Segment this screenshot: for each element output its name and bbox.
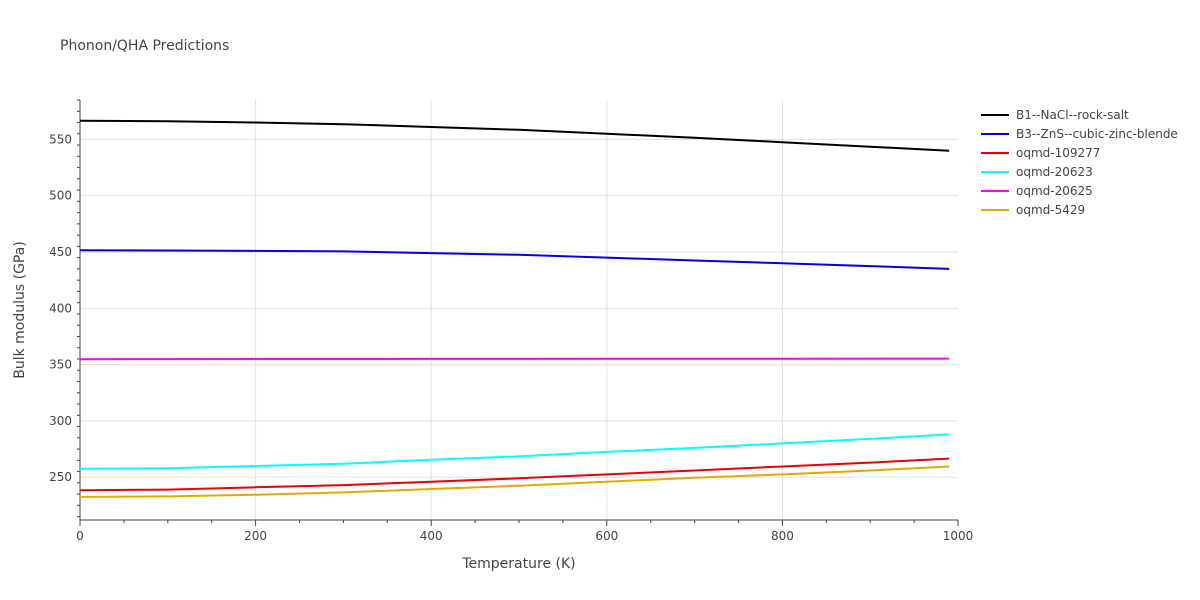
x-tick-label: 800 — [771, 529, 794, 543]
y-axis-title: Bulk modulus (GPa) — [12, 241, 28, 379]
series-line — [79, 119, 950, 152]
legend-label: oqmd-20623 — [1016, 165, 1093, 179]
y-tick-label: 350 — [49, 358, 72, 372]
x-tick-label: 400 — [420, 529, 443, 543]
y-tick-label: 250 — [49, 470, 72, 484]
legend-label: B1--NaCl--rock-salt — [1016, 108, 1129, 122]
x-axis-title: Temperature (K) — [461, 556, 575, 572]
y-tick-label: 400 — [49, 301, 72, 315]
x-tick-label: 1000 — [943, 529, 974, 543]
legend-label: oqmd-109277 — [1016, 146, 1100, 160]
x-tick-label: 600 — [595, 529, 618, 543]
x-tick-label: 0 — [76, 529, 84, 543]
legend-item[interactable]: oqmd-20625 — [981, 184, 1093, 198]
legend-item[interactable]: B1--NaCl--rock-salt — [981, 108, 1129, 122]
y-tick-label: 300 — [49, 414, 72, 428]
legend-label: oqmd-20625 — [1016, 184, 1093, 198]
series-line — [79, 249, 950, 270]
legend-item[interactable]: oqmd-5429 — [981, 203, 1085, 217]
series-layer — [79, 119, 950, 498]
series-line — [79, 457, 950, 492]
legend[interactable]: B1--NaCl--rock-salt B3--ZnS--cubic-zinc-b… — [981, 108, 1178, 217]
grid — [80, 100, 958, 520]
x-tick-label: 200 — [244, 529, 267, 543]
legend-label: oqmd-5429 — [1016, 203, 1085, 217]
y-tick-label: 500 — [49, 189, 72, 203]
series-line — [79, 433, 950, 470]
y-tick-label: 550 — [49, 132, 72, 146]
chart-title: Phonon/QHA Predictions — [60, 38, 229, 54]
series-line — [79, 465, 950, 498]
legend-label: B3--ZnS--cubic-zinc-blende — [1016, 127, 1178, 141]
legend-item[interactable]: oqmd-20623 — [981, 165, 1093, 179]
y-tick-label: 450 — [49, 245, 72, 259]
legend-item[interactable]: B3--ZnS--cubic-zinc-blende — [981, 127, 1178, 141]
legend-item[interactable]: oqmd-109277 — [981, 146, 1100, 160]
axes: 0 200 400 600 800 1000 250 300 350 400 450 500 550 — [49, 99, 974, 543]
series-line — [79, 357, 950, 361]
